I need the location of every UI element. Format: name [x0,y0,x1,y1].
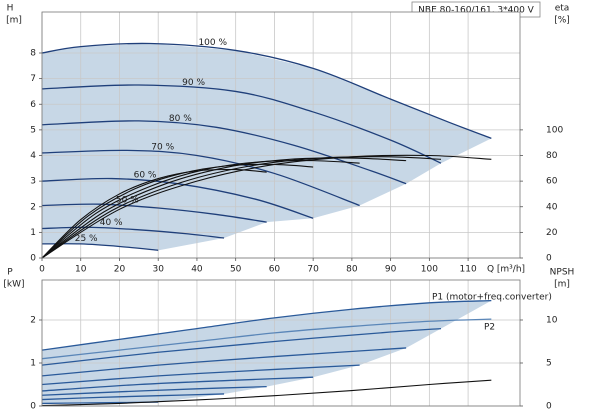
curve-label: 50 % [116,195,139,205]
annotation: P1 (motor+freq.converter) [432,293,552,303]
x-tick-label: 90 [385,265,397,275]
x-tick-label: 110 [460,265,477,275]
plot-border [41,11,521,259]
y2-tick-label: 10 [546,315,558,325]
y-tick-label: 6 [30,100,36,110]
x-tick-label: 30 [152,265,164,275]
curve [41,376,314,392]
x-tick-label: 20 [114,265,126,275]
curve [41,393,225,401]
y2-tick-label: 20 [546,228,558,238]
curve [41,226,225,239]
y-axis-label: H [7,4,14,14]
y2-tick-label: 0 [546,402,552,412]
x-tick-label: 0 [39,265,45,275]
curve-label: 40 % [100,218,123,228]
secondary-curve [41,157,407,259]
y-tick-label: 1 [30,228,36,238]
chart-title: NBE 80-160/161, 3*400 V [418,6,535,16]
secondary-curve [41,154,492,259]
secondary-curve [41,159,360,259]
curve-label: 80 % [169,114,192,124]
y-tick-label: 2 [30,202,36,212]
x-tick-label: 10 [75,265,87,275]
y2-tick-label: 100 [546,125,563,135]
secondary-curve [41,156,442,259]
y2-tick-label: 80 [546,151,558,161]
plot-1 [41,279,521,407]
y-tick-label: 0 [30,254,36,264]
curve [41,327,442,366]
y2-tick-label: 0 [546,254,552,264]
y-tick-label: 7 [30,74,36,84]
plot-border [41,279,521,407]
x-tick-label: 50 [230,265,242,275]
curve [41,386,267,396]
y2-tick-label: 60 [546,177,558,187]
curve [41,149,360,207]
curve-label: 70 % [151,142,174,152]
annotation: P2 [484,323,495,333]
x-tick-label: 60 [269,265,281,275]
curve [41,120,407,185]
y2-tick-label: 5 [546,358,552,368]
y2-tick-label: 40 [546,202,558,212]
curve [41,318,492,360]
y-axis-unit: [m] [6,16,22,26]
secondary-curve [41,379,492,407]
curve-label: 25 % [75,234,98,244]
x-tick-label: 80 [346,265,358,275]
curve-label: 100 % [198,38,227,48]
curve [41,84,442,164]
x-tick-label: 100 [421,265,438,275]
curve [41,347,407,377]
curve [41,299,492,351]
curve [41,42,492,139]
curve-label: 60 % [134,171,157,181]
y-tick-label: 5 [30,125,36,135]
curve [41,203,267,223]
x-tick-label: 70 [307,265,319,275]
x-axis-label: Q [m³/h] [487,265,525,275]
operating-envelope [42,43,492,251]
y-tick-label: 4 [30,151,36,161]
y-tick-label: 2 [30,315,36,325]
y-tick-label: 1 [30,358,36,368]
y2-axis-label: eta [555,4,570,14]
secondary-curve [41,168,267,259]
x-tick-label: 40 [191,265,203,275]
curve-label: 90 % [182,78,205,88]
y2-axis-label: NPSH [550,268,575,278]
plot-0: 100 % 90 % 80 % 70 % 60 % 50 % 40 %25 % [41,11,521,259]
y-axis-unit: [kW] [3,280,24,290]
y2-axis-unit: [%] [554,16,570,26]
y-tick-label: 3 [30,177,36,187]
y2-axis-unit: [m] [554,280,570,290]
y-tick-label: 8 [30,49,36,59]
y-axis-label: P [7,268,13,278]
operating-envelope [42,300,492,404]
curve [41,364,360,386]
y-tick-label: 0 [30,402,36,412]
